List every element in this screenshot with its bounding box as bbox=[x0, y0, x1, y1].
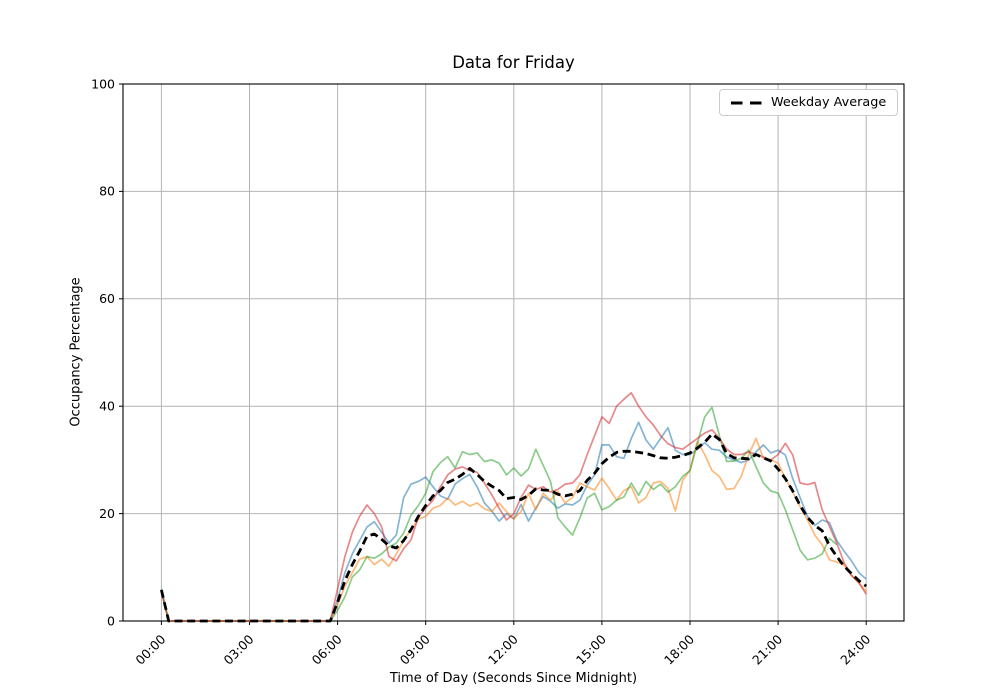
x-tick-label: 09:00 bbox=[397, 631, 433, 667]
legend-box: Weekday Average bbox=[719, 89, 899, 116]
y-axis-label: Occupancy Percentage bbox=[68, 277, 84, 427]
y-tick-label: 100 bbox=[91, 76, 115, 91]
x-tick-label: 18:00 bbox=[661, 631, 697, 667]
y-tick-label: 80 bbox=[99, 184, 115, 199]
legend-dash-sample-icon bbox=[731, 101, 762, 104]
x-tick-label: 21:00 bbox=[749, 631, 785, 667]
x-tick-label: 24:00 bbox=[837, 631, 873, 667]
x-axis-label: Time of Day (Seconds Since Midnight) bbox=[389, 671, 638, 686]
x-tick-label: 06:00 bbox=[309, 631, 345, 667]
x-tick-label: 03:00 bbox=[221, 631, 257, 667]
y-tick-label: 60 bbox=[99, 291, 115, 306]
series-line-weekday-average bbox=[160, 432, 868, 623]
chart-title: Data for Friday bbox=[452, 53, 575, 72]
y-tick-label: 0 bbox=[107, 613, 115, 628]
legend-label: Weekday Average bbox=[771, 95, 887, 110]
x-tick-label: 12:00 bbox=[485, 631, 521, 667]
y-tick-label: 40 bbox=[99, 399, 115, 414]
series-line-weekday-day-3 bbox=[160, 406, 838, 622]
x-tick-label: 00:00 bbox=[132, 631, 168, 667]
x-tick-label: 15:00 bbox=[573, 631, 609, 667]
y-tick-label: 20 bbox=[99, 506, 115, 521]
